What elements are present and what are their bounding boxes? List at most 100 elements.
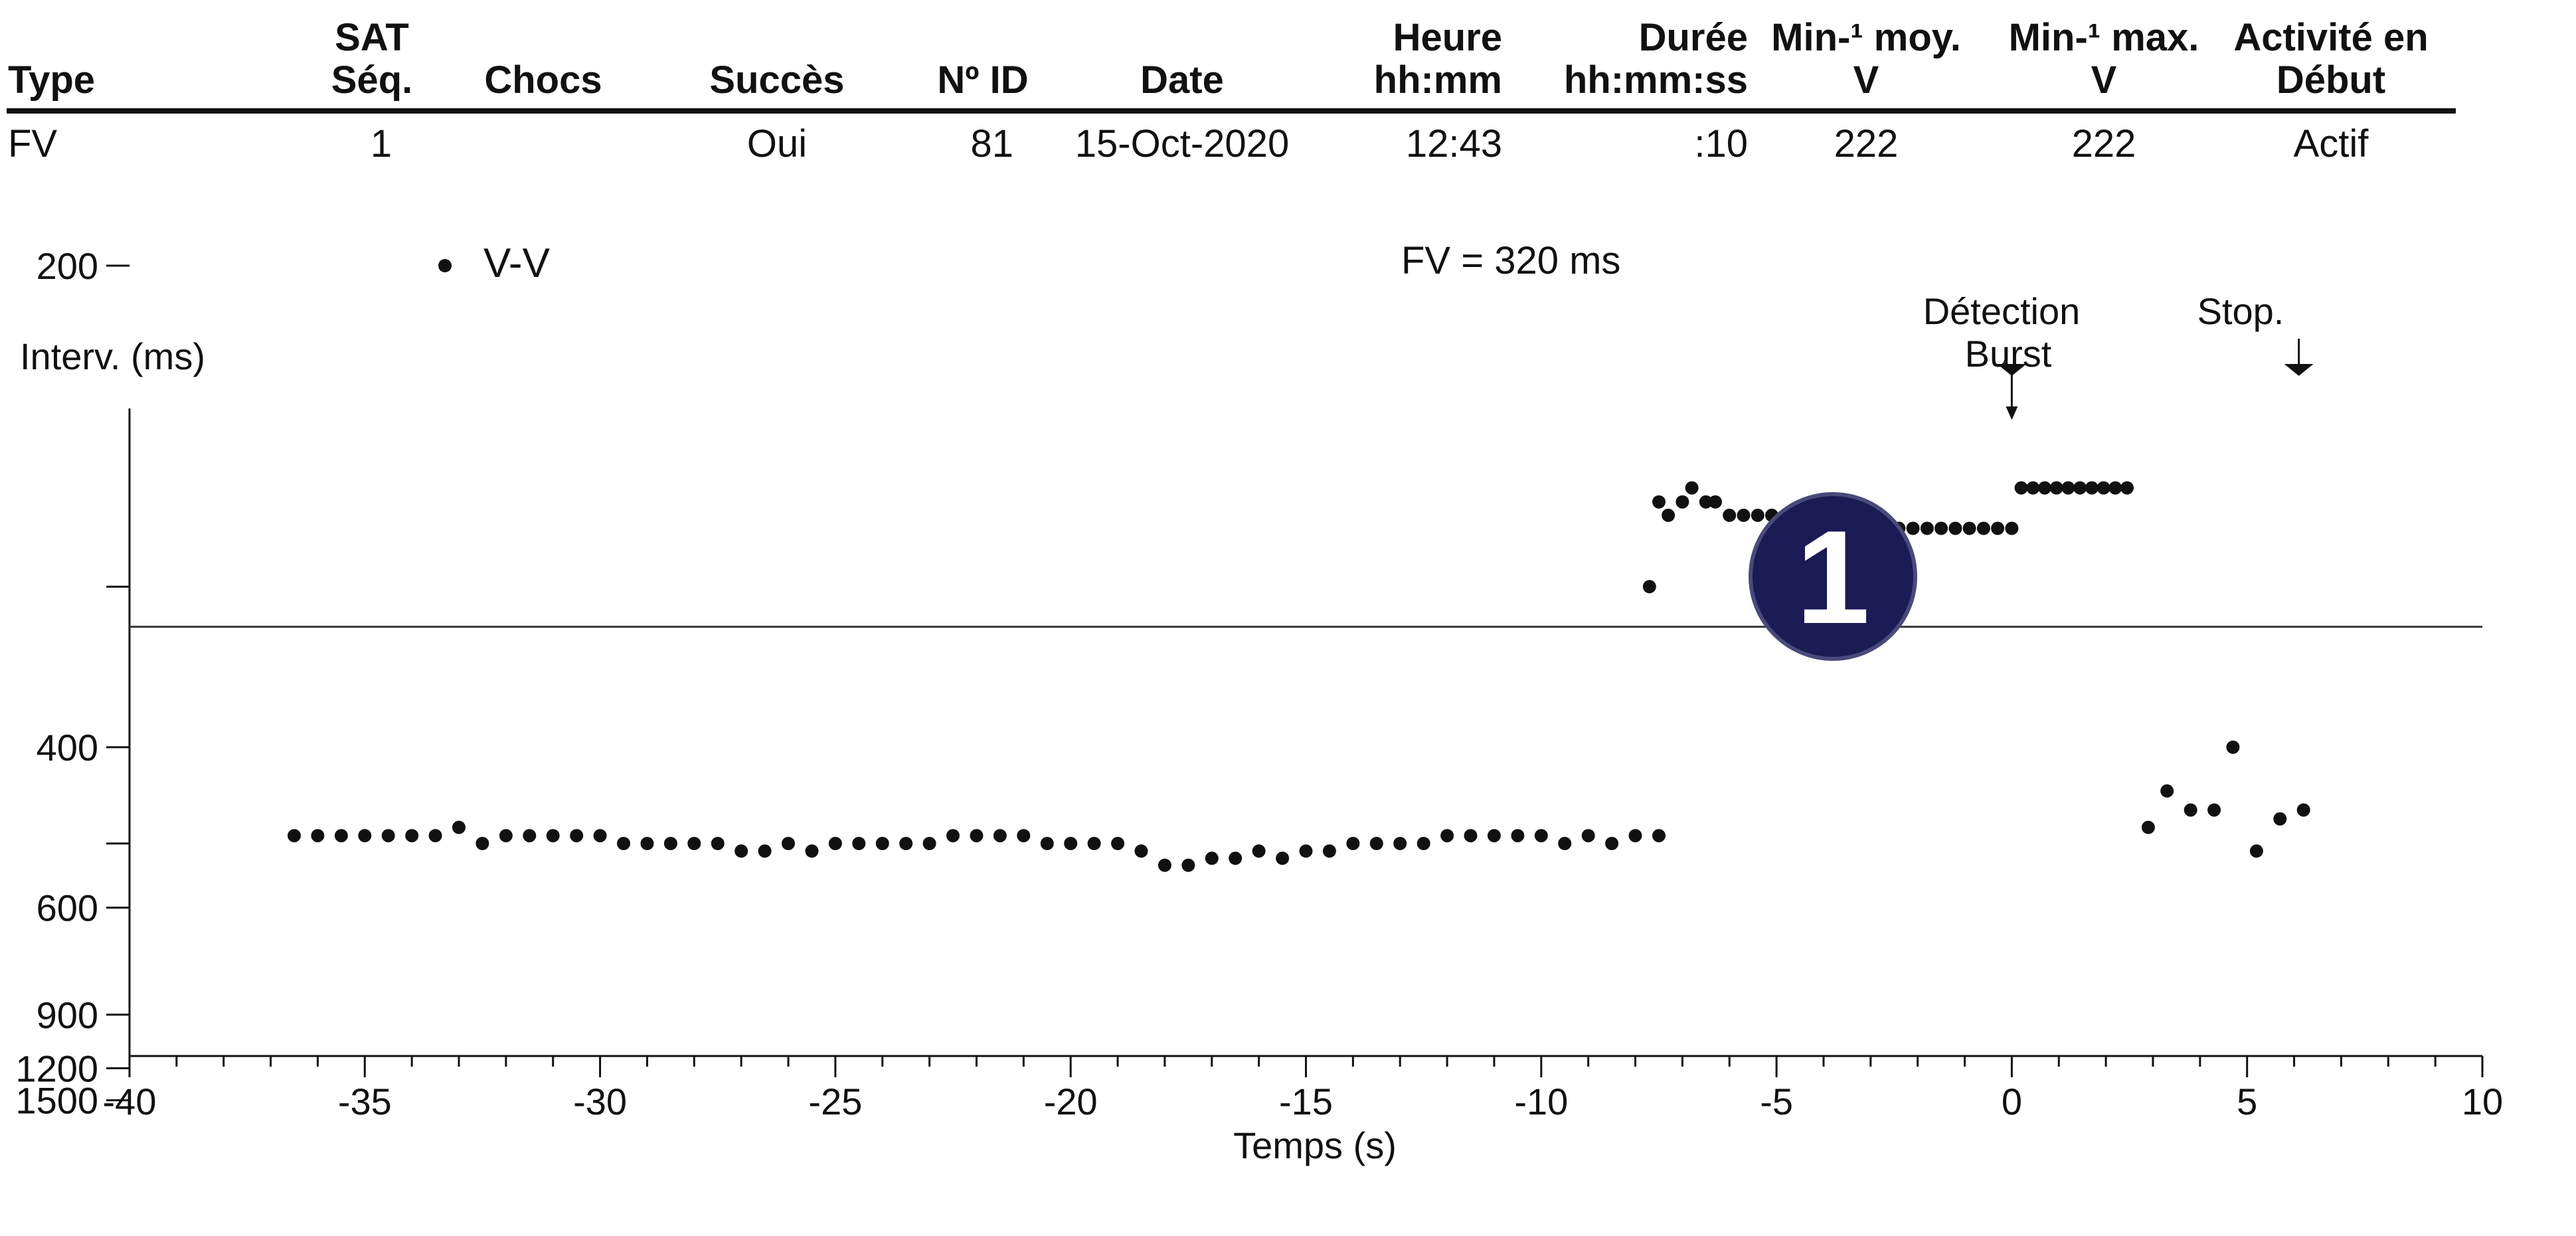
header-rate-max-line2: V: [2091, 58, 2117, 102]
header-rate-mean-line1: Min-¹ moy.: [1771, 16, 1961, 59]
vv-data-point: [1723, 508, 1737, 522]
cell-type: FV: [8, 122, 57, 165]
vv-data-point: [1134, 844, 1148, 858]
vv-data-point: [1322, 844, 1336, 858]
vv-data-point: [1346, 837, 1360, 850]
header-rate-max-line1: Min-¹ max.: [2009, 16, 2199, 59]
header-duree-line1: Durée: [1639, 16, 1748, 59]
vv-data-point: [593, 829, 607, 843]
x-tick-label: 10: [2462, 1081, 2503, 1122]
vv-data-point: [1393, 837, 1407, 850]
header-id: Nº ID: [937, 58, 1028, 102]
y-tick-label: 600: [37, 887, 98, 929]
table-row: FV 1 Oui 81 15-Oct-2020 12:43 :10 222 22…: [8, 122, 2369, 165]
vv-data-point: [2108, 481, 2122, 495]
header-sat-line2: Séq.: [331, 58, 413, 102]
vv-data-point: [358, 829, 372, 843]
vv-data-point: [2085, 481, 2099, 495]
vv-data-point: [1737, 508, 1751, 522]
vv-data-point: [2097, 481, 2110, 495]
vv-data-point: [2026, 481, 2040, 495]
x-tick-label: -30: [573, 1081, 627, 1122]
vv-data-point: [828, 837, 842, 850]
vv-data-point: [2184, 803, 2197, 817]
vv-data-point: [1064, 837, 1078, 850]
vv-data-point: [640, 837, 654, 850]
vv-data-point: [2073, 481, 2087, 495]
annotation-detection-line1: Détection: [1923, 290, 2081, 332]
x-tick-label: -20: [1044, 1081, 1098, 1122]
vv-data-point: [2049, 481, 2063, 495]
vv-data-point: [1299, 844, 1313, 858]
header-activity-line1: Activité en: [2233, 16, 2428, 59]
x-tick-label: -25: [808, 1081, 862, 1122]
header-rate-mean-line2: V: [1853, 58, 1879, 102]
vv-data-point: [1087, 837, 1101, 850]
stop-arrow-head-icon: [2284, 364, 2314, 376]
vv-data-point: [1181, 858, 1195, 872]
header-chocs: Chocs: [484, 58, 602, 102]
x-tick-label: -40: [103, 1081, 157, 1122]
number-badge: 1: [1749, 492, 1917, 661]
vv-data-point: [1709, 495, 1722, 509]
cell-rate-mean: 222: [1834, 122, 1899, 165]
vv-data-point: [1205, 851, 1219, 865]
y-tick-label: 900: [37, 994, 98, 1036]
x-tick-label: -5: [1760, 1081, 1793, 1122]
vv-data-point: [2249, 844, 2263, 858]
vv-data-point: [1934, 521, 1948, 535]
vv-data-point: [546, 829, 560, 843]
header-duree-line2: hh:mm:ss: [1564, 58, 1748, 102]
x-tick-label: -15: [1279, 1081, 1333, 1122]
vv-data-point: [852, 837, 866, 850]
x-axis-ticks: -40 -35 -30 -25 -20 -15 -10 -5 0 5 10: [103, 1056, 2503, 1122]
x-tick-label: -10: [1514, 1081, 1568, 1122]
vv-data-point: [2141, 820, 2155, 834]
y-axis-title: Interv. (ms): [20, 335, 205, 377]
vv-data-point: [1628, 829, 1642, 843]
vv-data-point: [899, 837, 913, 850]
vv-data-point: [1652, 829, 1666, 843]
vv-data-point: [970, 829, 984, 843]
detection-arrow-head-icon: [1997, 364, 2027, 376]
badge-number: 1: [1796, 503, 1869, 652]
vv-data-point: [405, 829, 419, 843]
x-tick-label: -35: [338, 1081, 392, 1122]
vv-series-points: [288, 481, 2310, 872]
vv-data-point: [1464, 829, 1478, 843]
vv-data-point: [1252, 844, 1266, 858]
vv-data-point: [2296, 803, 2310, 817]
vv-data-point: [734, 844, 748, 858]
legend-marker: [438, 259, 452, 272]
vv-data-point: [1976, 521, 1990, 535]
vv-data-point: [687, 837, 701, 850]
vv-data-point: [288, 829, 301, 843]
vv-data-point: [452, 820, 466, 834]
vv-data-point: [1229, 851, 1243, 865]
vv-data-point: [475, 837, 489, 850]
vv-data-point: [2273, 812, 2287, 826]
vv-data-point: [617, 837, 630, 850]
vv-data-point: [1417, 837, 1430, 850]
event-markers: [1997, 339, 2314, 420]
annotation-stop-label: Stop.: [2197, 290, 2284, 332]
cell-succes: Oui: [747, 122, 807, 165]
y-tick-label: 1500: [15, 1080, 98, 1122]
header-date: Date: [1140, 58, 1224, 102]
y-tick-label: 400: [37, 727, 98, 768]
vv-data-point: [2014, 481, 2028, 495]
vv-data-point: [381, 829, 395, 843]
vv-data-point: [1581, 829, 1595, 843]
vv-data-point: [1642, 580, 1656, 594]
y-tick-label: 200: [37, 245, 98, 287]
vv-data-point: [663, 837, 677, 850]
header-sat-line1: SAT: [335, 16, 409, 59]
vv-data-point: [2038, 481, 2051, 495]
vv-data-point: [2061, 481, 2075, 495]
cell-heure: 12:43: [1406, 122, 1502, 165]
vv-data-point: [1605, 837, 1619, 850]
header-activity-line2: Début: [2276, 58, 2385, 102]
table-header-rule: [7, 108, 2456, 114]
vv-data-point: [1652, 495, 1666, 509]
cell-id: 81: [970, 122, 1013, 165]
